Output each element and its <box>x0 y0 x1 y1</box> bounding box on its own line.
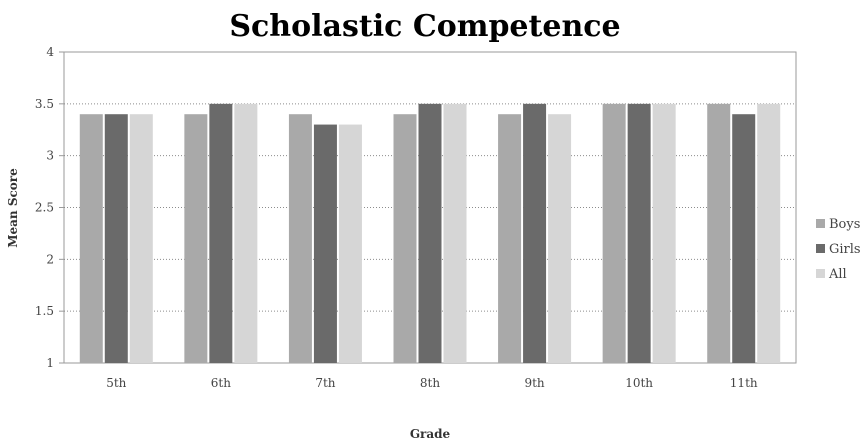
bar-all-10th <box>652 103 676 363</box>
bar-boys-8th <box>393 114 417 363</box>
y-tick-label: 1.5 <box>35 304 54 318</box>
x-tick-label: 8th <box>420 376 440 390</box>
legend: Boys Girls All <box>816 217 860 282</box>
bar-all-7th <box>338 124 362 363</box>
x-tick-label: 9th <box>524 376 544 390</box>
y-tick-label: 1 <box>46 356 54 370</box>
legend-swatch-boys <box>816 219 825 228</box>
legend-swatch-girls <box>816 244 825 253</box>
x-tick-label: 11th <box>730 376 758 390</box>
bar-boys-5th <box>79 114 103 363</box>
bar-all-5th <box>129 114 153 363</box>
y-tick-label: 3 <box>46 149 54 163</box>
bar-girls-10th <box>627 103 651 363</box>
bar-boys-7th <box>288 114 312 363</box>
x-tick-label: 6th <box>211 376 231 390</box>
bar-all-6th <box>234 103 258 363</box>
bar-all-8th <box>443 103 467 363</box>
bar-all-9th <box>548 114 572 363</box>
bar-girls-8th <box>418 103 442 363</box>
x-tick-label: 7th <box>315 376 335 390</box>
bar-boys-11th <box>707 103 731 363</box>
y-tick-label: 4 <box>46 45 54 59</box>
bar-girls-6th <box>209 103 233 363</box>
chart-title: Scholastic Competence <box>229 9 620 44</box>
x-tick-label: 10th <box>625 376 653 390</box>
bar-girls-9th <box>523 103 547 363</box>
y-tick-label: 3.5 <box>35 97 54 111</box>
x-tick-label: 5th <box>106 376 126 390</box>
bar-all-11th <box>757 103 781 363</box>
y-axis-label: Mean Score <box>6 168 20 248</box>
bar-boys-10th <box>602 103 626 363</box>
x-axis-label: Grade <box>410 427 451 441</box>
y-tick-label: 2.5 <box>35 201 54 215</box>
bar-boys-6th <box>184 114 208 363</box>
bar-girls-7th <box>313 124 337 363</box>
legend-label-girls: Girls <box>829 242 860 257</box>
legend-label-boys: Boys <box>829 217 860 232</box>
bar-girls-5th <box>104 114 128 363</box>
y-tick-label: 2 <box>46 252 54 266</box>
plot-area: 1 1.5 2 2.5 3 3.5 4 5th 6th 7th 8th 9th 10th 11th <box>35 45 797 390</box>
bar-boys-9th <box>498 114 522 363</box>
legend-swatch-all <box>816 269 825 278</box>
bar-girls-11th <box>732 114 756 363</box>
legend-label-all: All <box>828 267 847 282</box>
